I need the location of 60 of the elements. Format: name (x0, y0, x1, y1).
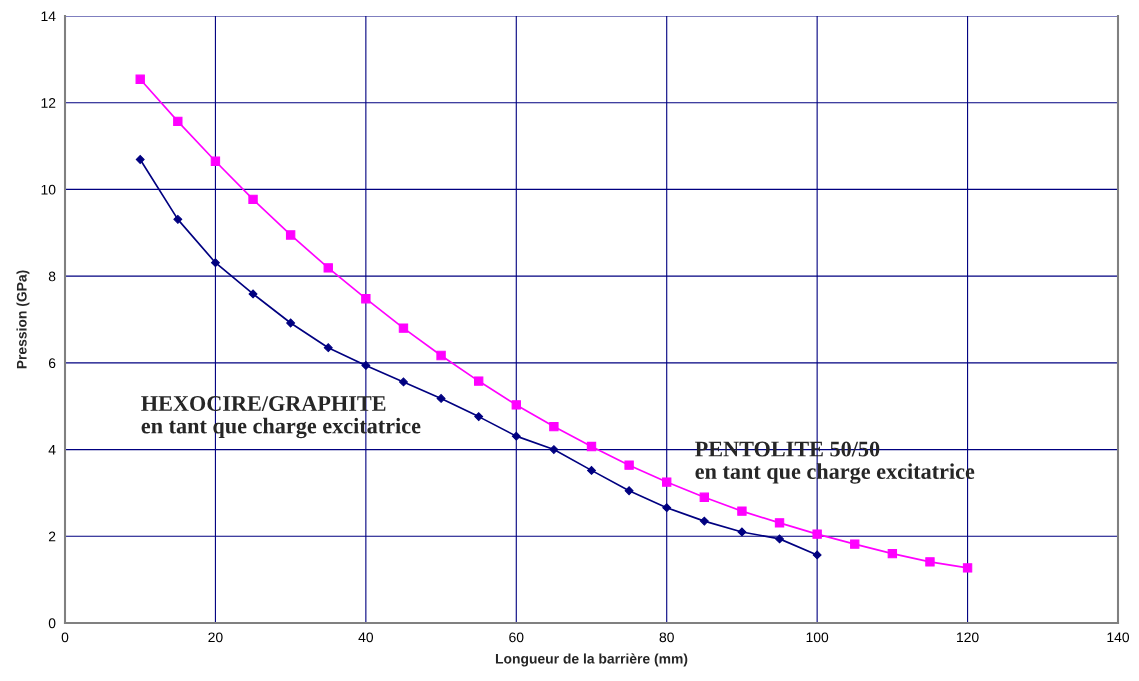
point (887, 548, 898, 559)
point (173, 116, 183, 127)
point (135, 74, 145, 84)
point (699, 492, 710, 502)
point (812, 550, 822, 560)
x-axis-title: Longueur de la barrière (mm) (495, 653, 688, 667)
point (925, 557, 935, 567)
y-tick-label: 2 (48, 531, 56, 542)
point (399, 377, 408, 387)
point (737, 527, 747, 537)
point (398, 323, 409, 333)
point (775, 534, 784, 544)
point (248, 289, 258, 299)
point (699, 516, 709, 526)
y-tick-label: 10 (41, 184, 56, 195)
x-tick-label: 80 (659, 632, 674, 643)
x-tick-label: 120 (957, 632, 979, 643)
x-tick-label: 0 (61, 632, 69, 643)
point (173, 214, 183, 224)
y-tick-label: 4 (48, 445, 56, 455)
point (323, 263, 333, 273)
point (662, 477, 672, 487)
x-tick-label: 140 (1107, 632, 1130, 643)
point (511, 400, 521, 410)
point (248, 194, 258, 205)
point (549, 421, 559, 432)
x-tick-label: 40 (358, 632, 374, 643)
point (285, 230, 296, 240)
point (361, 294, 371, 304)
point (361, 361, 371, 370)
point (662, 503, 672, 513)
x-tick-label: 60 (509, 632, 524, 643)
y-tick-label: 6 (48, 358, 56, 369)
y-tick-label: 14 (41, 11, 56, 22)
point (624, 460, 634, 470)
y-tick-label: 12 (41, 98, 56, 108)
point (135, 155, 145, 164)
point (624, 486, 634, 496)
point (850, 539, 860, 549)
point (210, 258, 220, 268)
point (473, 376, 484, 386)
x-tick-label: 100 (806, 632, 829, 643)
point (511, 431, 521, 441)
point (962, 563, 973, 573)
y-axis-title: Pression (GPa) (16, 270, 30, 369)
point (286, 318, 296, 328)
point (436, 350, 446, 361)
y-tick-label: 8 (48, 271, 56, 282)
point (812, 529, 822, 539)
point (210, 156, 221, 166)
point (323, 343, 333, 353)
point (587, 465, 596, 475)
point (549, 445, 559, 455)
point (737, 506, 747, 516)
point (474, 412, 484, 422)
point (436, 393, 446, 403)
x-tick-label: 20 (208, 632, 223, 643)
point (586, 441, 597, 452)
point (774, 518, 785, 528)
y-tick-label: 0 (48, 618, 56, 629)
